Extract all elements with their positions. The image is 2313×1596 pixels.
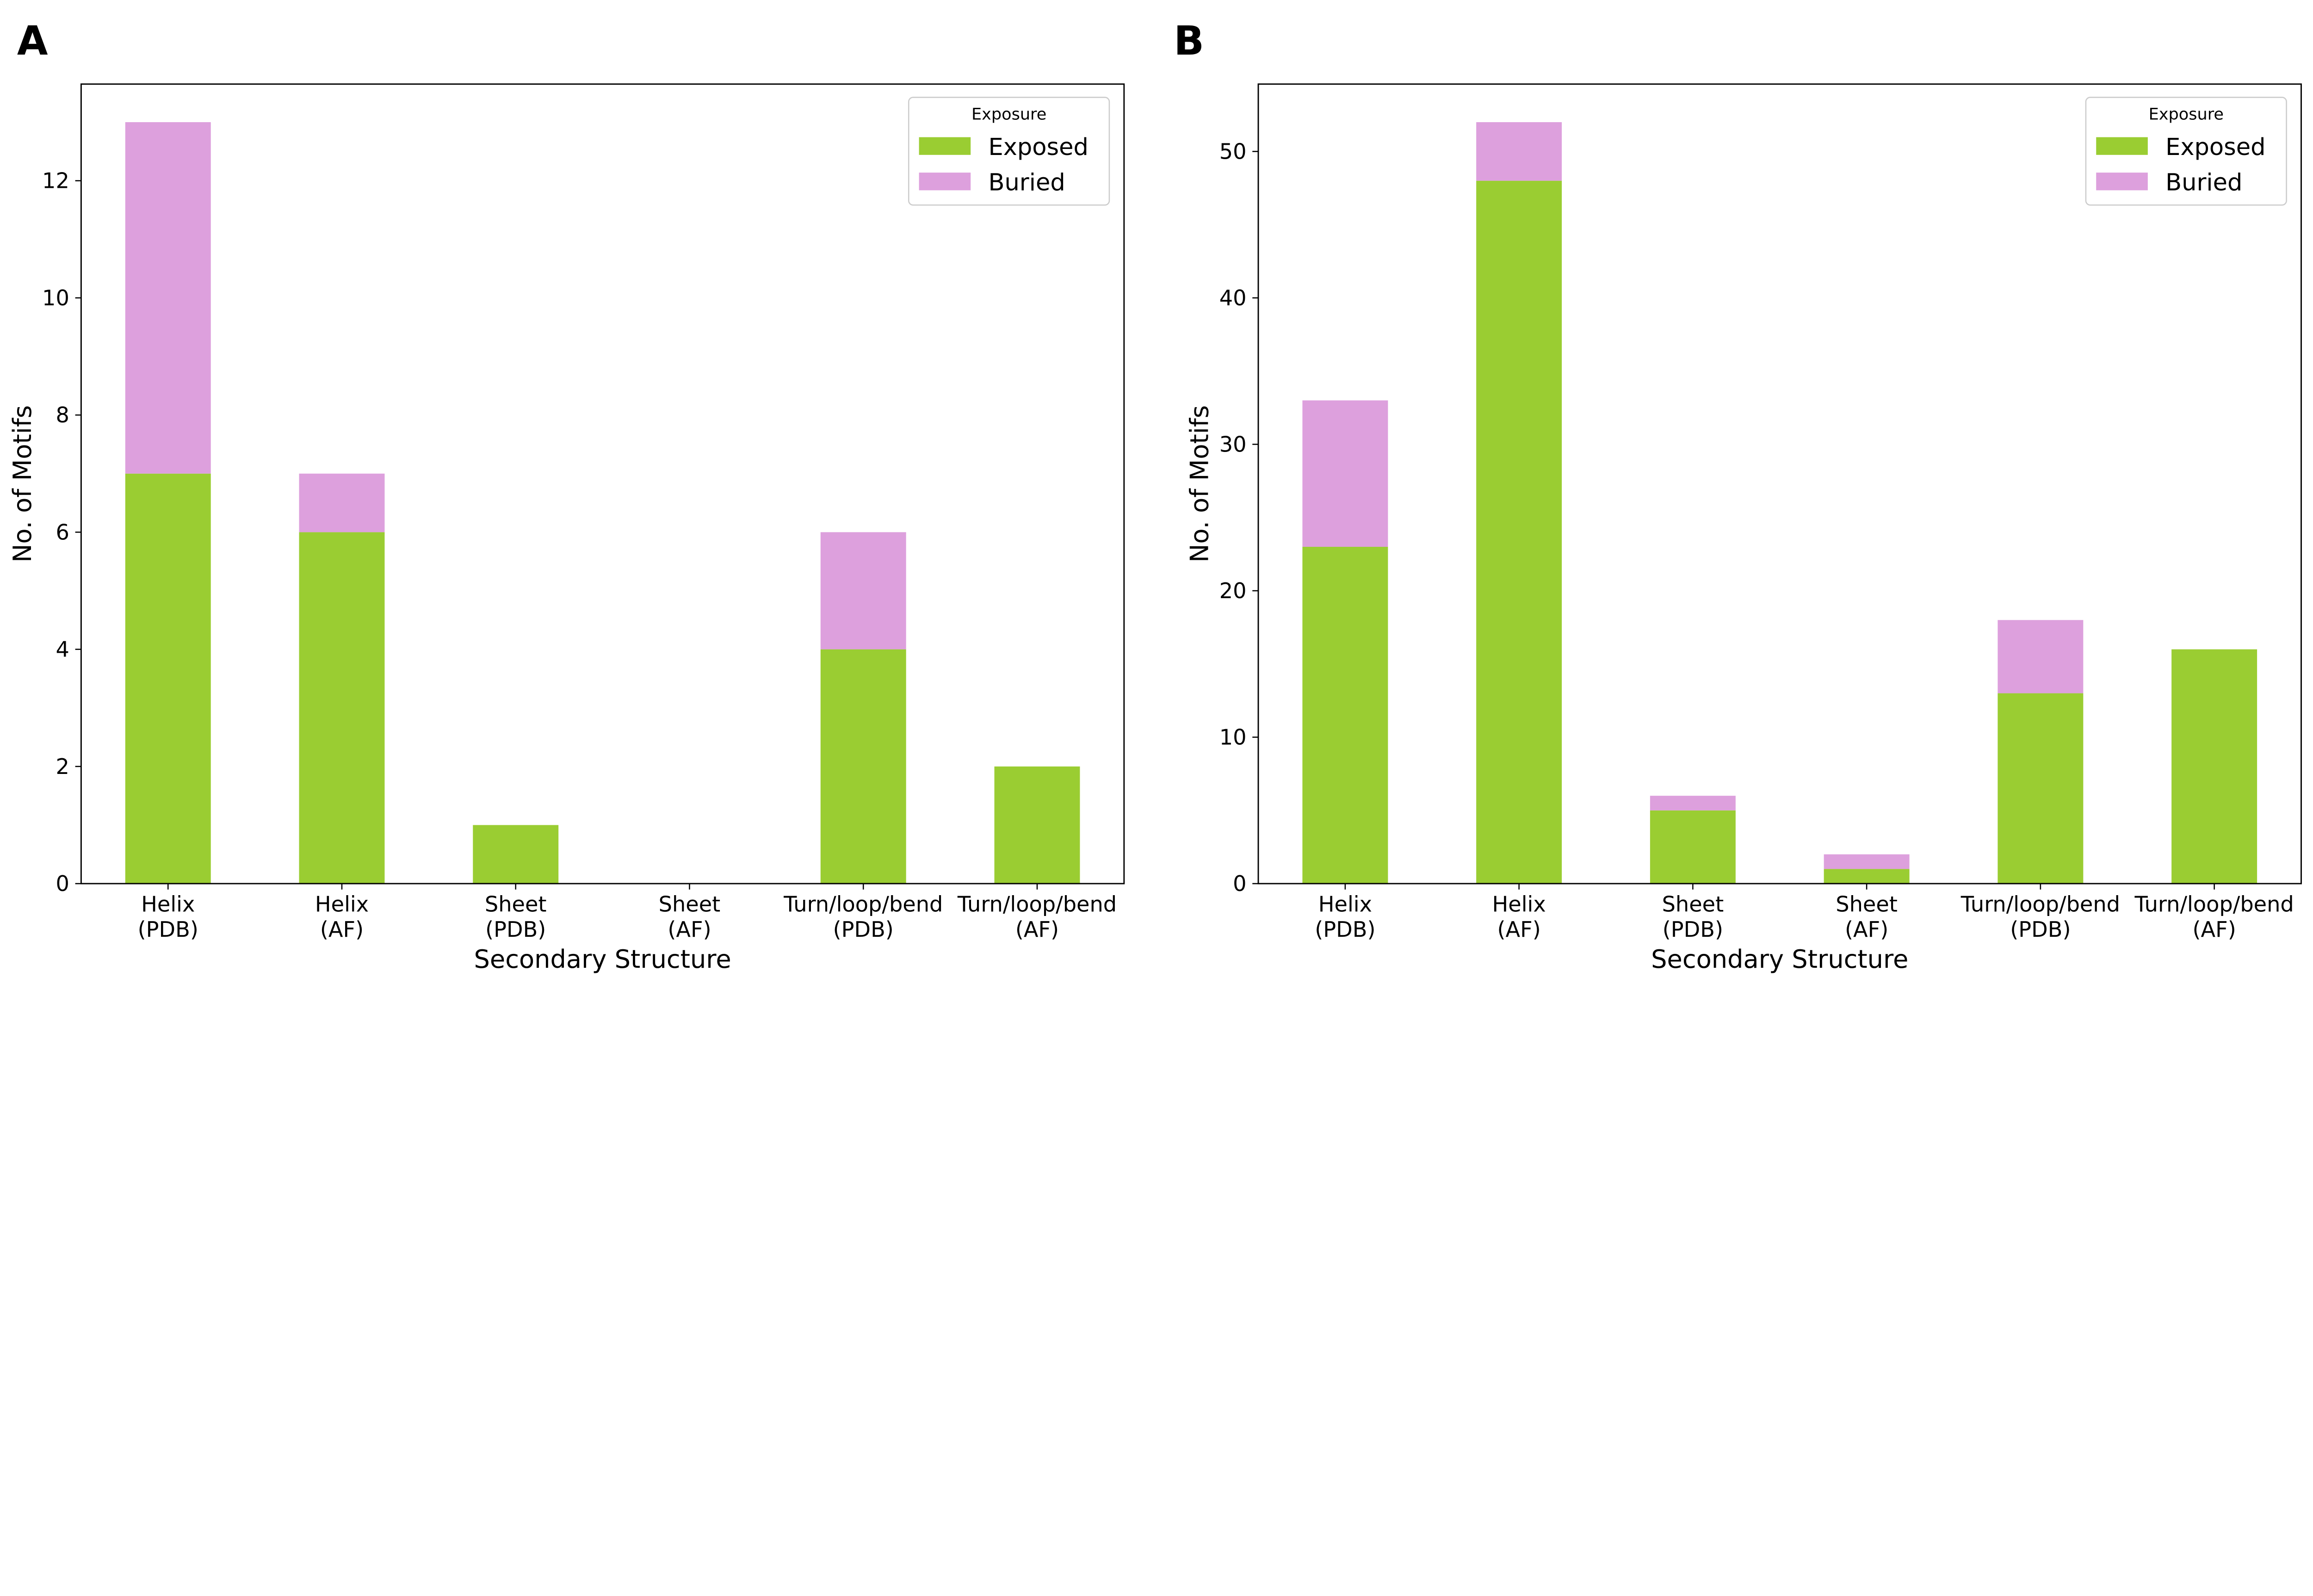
x-tick-label: Sheet (PDB) (1662, 892, 1724, 942)
x-tick-label: Helix (PDB) (138, 892, 198, 942)
bar-exposed (2171, 649, 2257, 884)
legend-label-buried: Buried (988, 169, 1065, 196)
x-tick-label-line: Helix (315, 892, 369, 917)
x-tick-label-line: Sheet (1836, 892, 1898, 917)
x-tick-label: Sheet (AF) (659, 892, 721, 942)
x-tick-label-line: Helix (141, 892, 195, 917)
legend-swatch-exposed (2096, 137, 2148, 155)
x-tick-label: Turn/loop/bend (AF) (2134, 892, 2294, 942)
bar-buried (1650, 796, 1736, 810)
bar-exposed (473, 825, 559, 884)
x-tick-label: Helix (AF) (1492, 892, 1546, 942)
legend: Exposure Exposed Buried (2085, 97, 2287, 206)
bar-exposed (125, 473, 211, 884)
x-tick-label-line: Sheet (485, 892, 547, 917)
x-tick-label-line: Turn/loop/bend (783, 892, 943, 917)
x-tick-label-line: Helix (1492, 892, 1546, 917)
y-axis-label: No. of Motifs (8, 405, 37, 563)
axes-frame (80, 83, 1125, 885)
y-tick-label: 0 (1233, 871, 1246, 896)
y-tick-label: 10 (1219, 724, 1247, 749)
bar-buried (1998, 620, 2084, 693)
y-tick-label: 20 (1219, 578, 1247, 603)
bar-buried (1824, 854, 1910, 869)
panel-label: B (1174, 18, 1204, 64)
x-tick-label-line: (PDB) (485, 917, 546, 942)
x-tick-label: Turn/loop/bend (PDB) (783, 892, 943, 942)
y-tick-label: 10 (42, 285, 69, 310)
x-tick-label-line: (PDB) (1663, 917, 1723, 942)
x-tick-label-line: (AF) (2192, 917, 2236, 942)
legend-label-exposed: Exposed (2165, 134, 2265, 161)
x-tick-label: Helix (PDB) (1315, 892, 1375, 942)
bar-exposed (994, 766, 1080, 884)
bar-exposed (1476, 180, 1562, 884)
legend-title: Exposure (2149, 105, 2224, 124)
x-tick-label-line: Turn/loop/bend (1960, 892, 2120, 917)
axes-frame (1257, 83, 2302, 885)
x-tick-label: Turn/loop/bend (PDB) (1960, 892, 2120, 942)
x-tick-label-line: Sheet (659, 892, 721, 917)
legend-title: Exposure (971, 105, 1046, 124)
x-tick-label: Sheet (PDB) (485, 892, 547, 942)
x-tick-label-line: (AF) (1497, 917, 1541, 942)
x-axis-label: Secondary Structure (474, 945, 731, 974)
y-tick-label: 30 (1219, 432, 1247, 457)
legend: Exposure Exposed Buried (908, 97, 1110, 206)
bar-exposed (820, 649, 906, 884)
y-tick-label: 8 (56, 402, 69, 427)
y-tick-label: 40 (1219, 285, 1247, 310)
x-tick-label-line: (AF) (668, 917, 711, 942)
bar-buried (820, 532, 906, 650)
bar-buried (125, 122, 211, 474)
y-axis-label: No. of Motifs (1185, 405, 1214, 563)
y-tick-label: 12 (42, 168, 69, 193)
y-tick-label: 4 (56, 637, 69, 662)
y-tick-label: 50 (1219, 139, 1247, 164)
x-tick-label-line: (PDB) (833, 917, 894, 942)
legend-label-exposed: Exposed (988, 134, 1088, 161)
legend-label-buried: Buried (2165, 169, 2242, 196)
x-tick-label-line: Turn/loop/bend (2134, 892, 2294, 917)
bar-exposed (1998, 693, 2084, 884)
x-axis-label: Secondary Structure (1651, 945, 1908, 974)
y-tick-label: 2 (56, 754, 69, 779)
x-tick-label-line: (PDB) (1315, 917, 1375, 942)
x-tick-label-line: Sheet (1662, 892, 1724, 917)
x-tick-label: Sheet (AF) (1836, 892, 1898, 942)
panel-label: A (17, 18, 48, 64)
x-tick-label-line: Turn/loop/bend (957, 892, 1117, 917)
legend-swatch-buried (919, 173, 971, 191)
x-tick-label-line: (AF) (1015, 917, 1059, 942)
x-tick-label-line: (AF) (320, 917, 364, 942)
bar-buried (299, 473, 385, 532)
bar-exposed (299, 532, 385, 884)
x-tick-label: Helix (AF) (315, 892, 369, 942)
x-tick-label: Turn/loop/bend (AF) (957, 892, 1117, 942)
x-tick-label-line: (AF) (1845, 917, 1888, 942)
bar-exposed (1824, 869, 1910, 884)
bar-exposed (1302, 547, 1388, 884)
x-tick-label-line: (PDB) (2010, 917, 2071, 942)
legend-swatch-exposed (919, 137, 971, 155)
bar-buried (1302, 400, 1388, 547)
y-tick-label: 0 (56, 871, 69, 896)
legend-swatch-buried (2096, 173, 2148, 191)
x-tick-label-line: (PDB) (138, 917, 198, 942)
y-tick-label: 6 (56, 520, 69, 544)
bar-exposed (1650, 810, 1736, 884)
x-tick-label-line: Helix (1318, 892, 1372, 917)
bar-buried (1476, 122, 1562, 181)
